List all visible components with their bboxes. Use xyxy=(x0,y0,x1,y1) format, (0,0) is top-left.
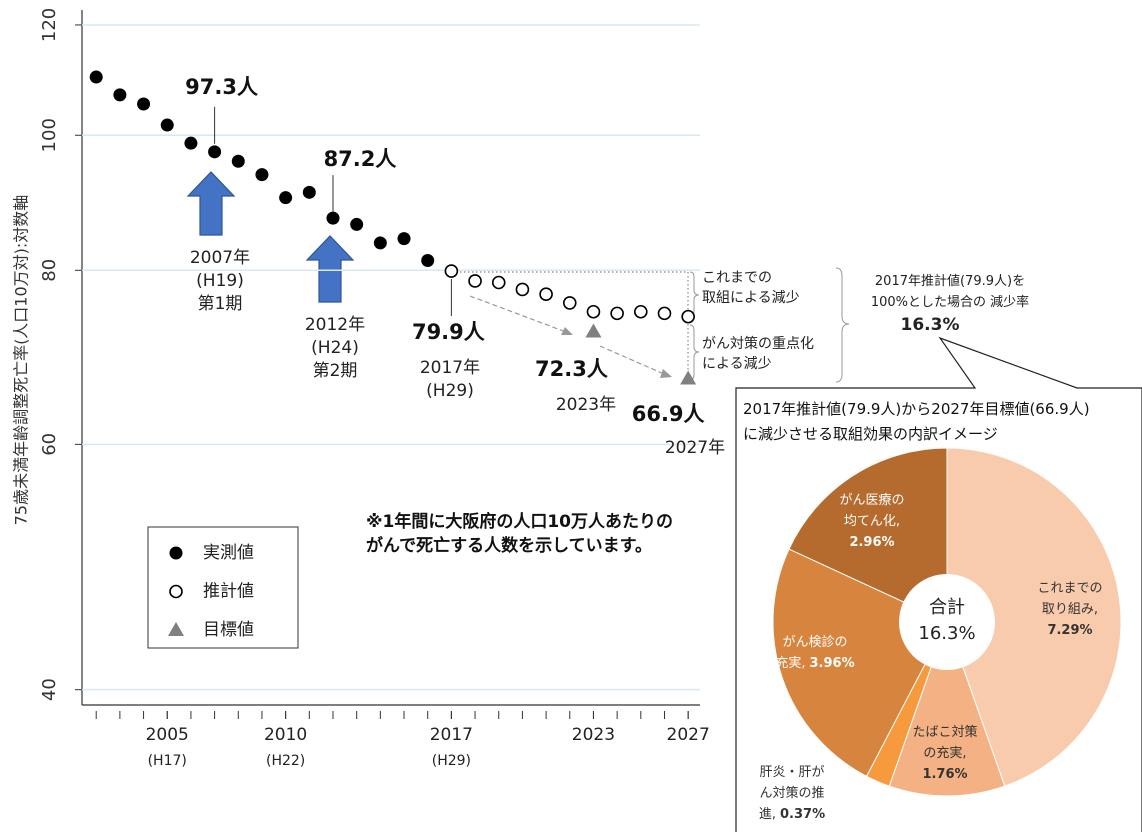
x-tick-label: 2010 (H22) xyxy=(263,725,308,769)
value-label: 66.9人 xyxy=(631,402,705,427)
data-point xyxy=(397,232,411,246)
donut-category: がん医療の 均てん化, xyxy=(839,493,905,529)
data-point xyxy=(421,254,435,268)
legend-label: 推計値 xyxy=(203,582,254,602)
x-tick-label: 2027 xyxy=(666,725,710,745)
donut-value-label: 0.37% xyxy=(780,807,826,822)
data-point xyxy=(491,275,506,290)
x-tick-label: 2023 xyxy=(571,725,616,745)
x-tick-sublabel: (H22) xyxy=(265,753,306,769)
donut-label: これまでの 取り組み, 7.29% xyxy=(1020,578,1120,641)
donut-label: 肝炎・肝が ん対策の推 進, 0.37% xyxy=(742,762,842,825)
donut-label: たばこ対策 の充実, 1.76% xyxy=(895,722,995,785)
data-point xyxy=(681,309,695,324)
value-label: 87.2人 xyxy=(323,147,397,172)
donut-value-label: 3.96% xyxy=(809,656,855,671)
data-point xyxy=(255,168,269,182)
data-point xyxy=(562,296,577,310)
donut-value-label: 2.96% xyxy=(849,535,895,550)
data-point xyxy=(585,323,602,338)
data-point xyxy=(373,236,387,250)
data-point xyxy=(634,304,648,319)
x-tick-label: 2017 (H29) xyxy=(429,725,473,769)
data-point xyxy=(657,306,672,321)
annotation: これまでの 取組による減少 xyxy=(702,270,800,306)
y-axis-label: 75歳未満年齢調整死亡率(人口10万対):対数軸 xyxy=(12,195,31,526)
data-point xyxy=(586,304,601,319)
annotation: 2017年 (H29) xyxy=(419,358,481,401)
annotation: 2017年推計値(79.9人)を 100%とした場合の 減少率 xyxy=(870,274,1030,310)
y-tick-label: 100 xyxy=(39,118,60,152)
data-point xyxy=(350,217,364,231)
data-point xyxy=(184,136,198,150)
donut-label: がん医療の 均てん化, 2.96% xyxy=(822,490,922,553)
legend-label: 目標値 xyxy=(203,620,254,640)
donut-segment xyxy=(946,447,1122,787)
data-point xyxy=(515,282,530,297)
data-point xyxy=(610,306,624,321)
x-tick-sublabel: (H17) xyxy=(147,753,187,769)
data-point xyxy=(160,118,174,132)
guide-lines xyxy=(460,271,689,380)
data-point xyxy=(302,185,316,199)
donut-category: これまでの 取り組み, xyxy=(1037,581,1103,617)
annotation: 2027年 xyxy=(664,438,726,458)
data-point xyxy=(279,191,293,205)
y-tick-label: 60 xyxy=(39,433,60,456)
legend-marker xyxy=(169,584,183,599)
data-point xyxy=(326,211,340,225)
value-label: 97.3人 xyxy=(185,74,258,99)
donut-value-label: 1.76% xyxy=(922,767,968,782)
data-point xyxy=(444,264,459,278)
annotation: 2023年 xyxy=(555,395,617,415)
legend-label: 実測値 xyxy=(203,543,254,563)
donut-title: 2017年推計値(79.9人)から2027年目標値(66.9人) に減少させる取… xyxy=(743,400,1090,443)
data-point xyxy=(89,70,103,84)
y-tick-label: 40 xyxy=(39,678,60,701)
donut-label: がん検診の 充実, 3.96% xyxy=(765,632,865,674)
value-label: 79.9人 xyxy=(411,320,485,345)
arrow xyxy=(186,171,355,303)
data-point xyxy=(539,287,553,301)
data-point xyxy=(680,370,697,385)
donut-center-label: 合計 xyxy=(929,597,965,618)
donut-segment xyxy=(788,447,948,623)
annotation: がん対策の重点化 による減少 xyxy=(702,336,814,372)
donut-hole xyxy=(899,574,995,670)
donut-category: がん検診の 充実, xyxy=(775,635,848,671)
donut-category: 肝炎・肝が ん対策の推 進, xyxy=(758,765,825,822)
y-tick-label: 120 xyxy=(39,8,60,42)
annotation: ※1年間に大阪府の人口10万人あたりの がんで死亡する人数を示しています。 xyxy=(366,512,674,556)
data-point xyxy=(468,274,482,288)
x-tick-label: 2005 (H17) xyxy=(145,725,189,769)
annotation: 2012年 (H24) 第2期 xyxy=(304,315,366,381)
data-point xyxy=(208,145,222,159)
data-point xyxy=(137,97,151,111)
donut-center-value: 16.3% xyxy=(918,623,975,644)
value-label: 72.3人 xyxy=(535,356,608,381)
legend-marker xyxy=(169,546,183,560)
donut-value-label: 7.29% xyxy=(1047,623,1093,638)
donut-segment xyxy=(888,620,1006,797)
x-tick-sublabel: (H29) xyxy=(431,753,471,769)
annotation: 2007年 (H19) 第1期 xyxy=(189,248,251,314)
data-point xyxy=(113,88,127,102)
data-point xyxy=(231,154,245,168)
y-tick-label: 80 xyxy=(39,259,60,282)
donut-category: たばこ対策 の充実, xyxy=(912,725,978,761)
annotation: 16.3% xyxy=(900,315,960,335)
legend-marker xyxy=(168,622,184,636)
